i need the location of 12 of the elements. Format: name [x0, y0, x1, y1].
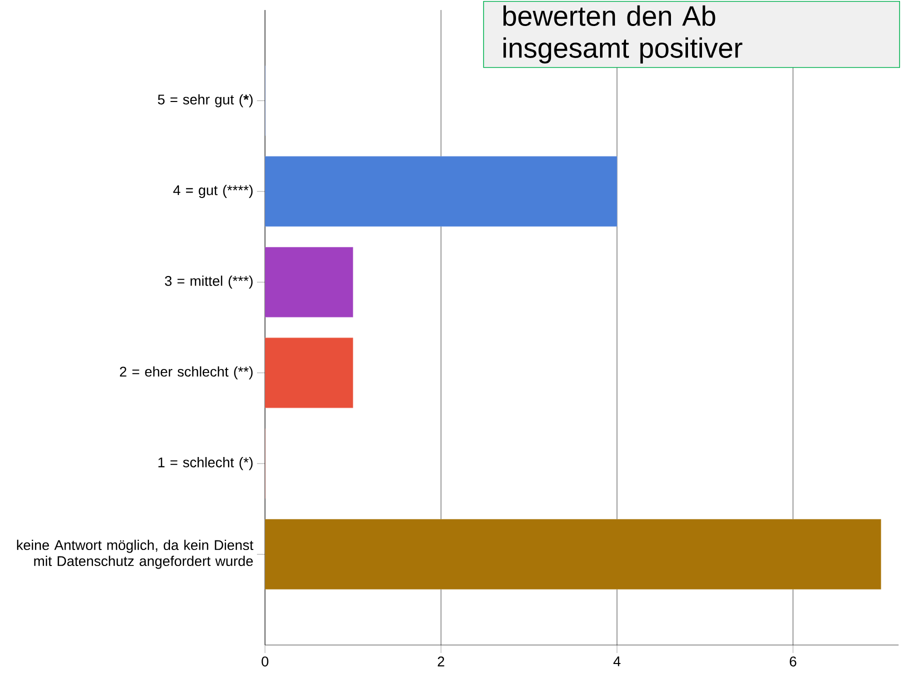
y-tick-label: keine Antwort möglich, da kein Dienst mit Datenschutz angefordert wurde [17, 540, 254, 569]
y-tick-label: 3 = mittel (***) [164, 276, 253, 289]
text: insgesamt positiver [503, 37, 742, 64]
text: bewerten den Ab [503, 5, 716, 26]
y-tick-label: 2 = eher schlecht (**) [120, 366, 253, 380]
y-tick-label: 1 = schlecht (*) [158, 457, 253, 470]
x-tick-label: 2 [438, 656, 444, 666]
y-tick-label: 5 = sehr gut (*) [158, 94, 253, 108]
x-tick-label: 4 [613, 656, 620, 666]
x-tick-label: 6 [790, 656, 796, 666]
x-tick-label: 0 [262, 656, 268, 666]
y-tick-label: 4 = gut (****) [173, 184, 253, 198]
